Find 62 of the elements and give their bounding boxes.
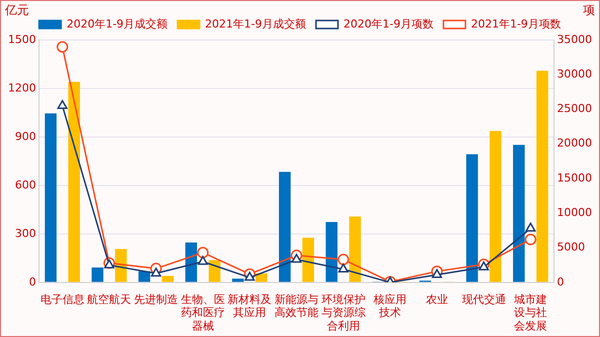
bar: [349, 216, 361, 282]
legend-label: 2020年1-9月成交额: [66, 17, 168, 30]
bar: [278, 172, 291, 282]
x-tick-label: 农业: [426, 292, 448, 306]
y2-tick-label: 0: [557, 275, 564, 288]
y-tick-label: 600: [14, 178, 36, 192]
point: [338, 254, 350, 266]
x-tick-label: 先进制造: [134, 292, 178, 306]
point: [56, 41, 68, 53]
x-tick-label: 新能源与高效节能: [274, 292, 318, 320]
bar: [256, 273, 268, 282]
y2-axis-title: 项: [583, 3, 595, 18]
bar: [208, 260, 220, 282]
y-tick-label: 1200: [8, 81, 36, 94]
x-tick-label: 航空航天: [87, 292, 132, 306]
y-tick-label: 900: [14, 130, 36, 143]
point: [338, 263, 348, 272]
y2-tick-label: 35000: [557, 32, 592, 46]
point: [478, 261, 489, 270]
y2-tick-label: 10000: [557, 206, 592, 219]
bar: [466, 154, 478, 282]
x-tick-label: 新材料及其应用: [228, 292, 272, 320]
bar: [92, 268, 104, 282]
point: [291, 254, 302, 263]
point: [198, 256, 208, 265]
bar: [162, 276, 174, 282]
y2-tick-label: 5000: [557, 240, 586, 254]
legend-label: 2020年1-9月项数: [344, 17, 434, 30]
y-tick-label: 300: [14, 226, 36, 240]
bar: [490, 130, 502, 282]
x-tick-label: 电子信息: [40, 292, 84, 306]
bar: [536, 70, 548, 282]
x-tick-label: 核应用技术: [372, 292, 407, 320]
y-axis-title: 亿元: [4, 3, 29, 18]
bar: [115, 248, 127, 282]
point: [524, 234, 536, 246]
y2-tick-label: 25000: [557, 102, 592, 116]
bar: [232, 278, 244, 282]
legend-label: 2021年1-9月成交额: [205, 17, 306, 30]
point: [57, 100, 68, 110]
y2-tick-label: 15000: [557, 171, 592, 184]
point: [432, 269, 442, 278]
x-tick-label: 城市建设与社会发展: [513, 292, 548, 332]
x-tick-label: 现代交通: [462, 292, 506, 306]
point: [150, 268, 162, 277]
bar: [326, 222, 338, 282]
bar: [44, 113, 57, 282]
bar: [185, 242, 198, 282]
bar: [68, 82, 80, 282]
point: [197, 246, 209, 258]
x-tick-label: 生物、医药和医疗器械: [180, 292, 225, 332]
x-tick-label: 环境保护与资源综合利用: [321, 292, 366, 332]
bar: [302, 238, 314, 282]
bar: [138, 271, 150, 282]
legend-label: 2021年1-9月项数: [470, 17, 561, 30]
y2-tick-label: 20000: [557, 136, 592, 150]
y-tick-label: 1500: [8, 32, 36, 46]
point: [244, 272, 255, 281]
bar: [513, 144, 525, 282]
y2-tick-label: 30000: [557, 67, 592, 80]
point: [526, 222, 536, 232]
y-tick-label: 0: [28, 275, 36, 288]
